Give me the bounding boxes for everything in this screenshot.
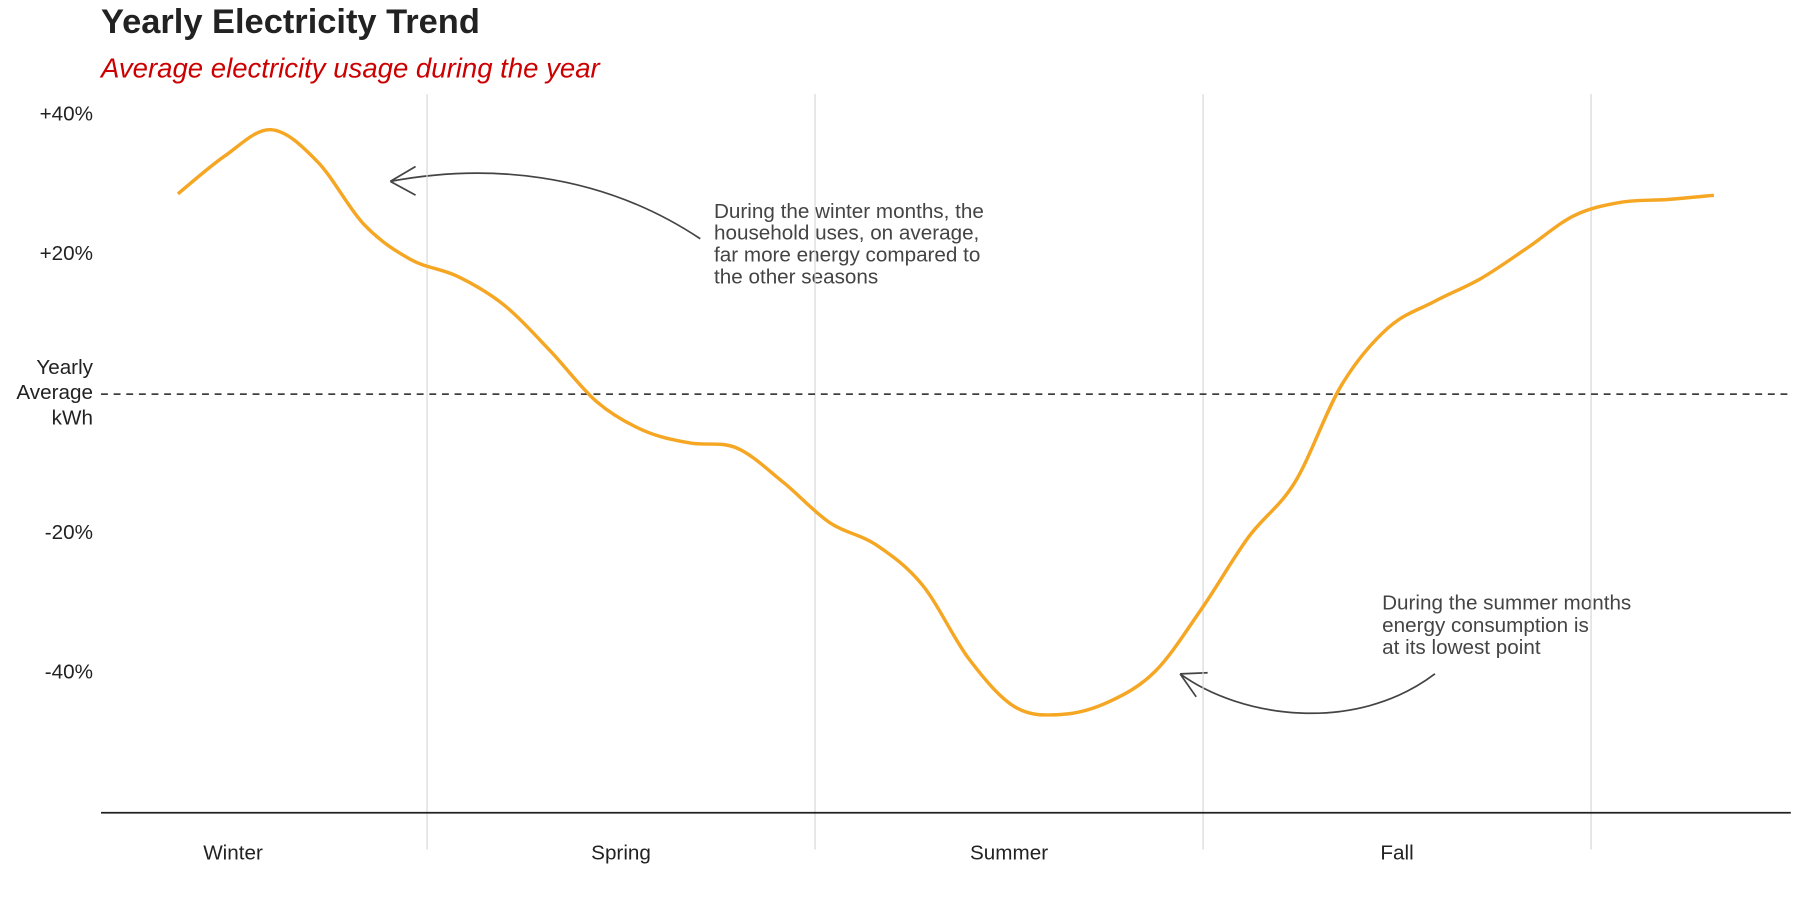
x-tick-label: Fall — [1380, 842, 1413, 865]
y-tick-label: +20% — [40, 242, 93, 265]
y-tick-label: +40% — [40, 103, 93, 126]
annotation-text: far more energy compared to — [714, 243, 980, 266]
annotation-text: During the summer months — [1382, 591, 1631, 614]
annotation-arrow — [1179, 671, 1436, 715]
chart-subtitle: Average electricity usage during the yea… — [99, 52, 602, 83]
y-tick-label: -40% — [45, 661, 93, 684]
y-tick-label: -20% — [45, 521, 93, 544]
annotation: During the summer months energy consumpt… — [1179, 591, 1631, 715]
annotation-text: the other seasons — [714, 265, 878, 288]
annotation-text: household uses, on average, — [714, 222, 979, 245]
x-tick-label: Spring — [591, 842, 651, 865]
line — [176, 127, 1715, 717]
chart-title: Yearly Electricity Trend — [101, 3, 480, 41]
x-tick-label: Winter — [203, 842, 263, 865]
annotation-text: During the winter months, the — [714, 200, 984, 223]
annotation-text: at its lowest point — [1382, 636, 1541, 659]
annotation: During the winter months, the household … — [389, 165, 984, 288]
x-tick-label: Summer — [970, 842, 1048, 865]
y-tick-label: Yearly Average kWh — [16, 356, 93, 430]
annotation-arrow — [389, 165, 701, 240]
annotation-text: energy consumption is — [1382, 614, 1589, 637]
